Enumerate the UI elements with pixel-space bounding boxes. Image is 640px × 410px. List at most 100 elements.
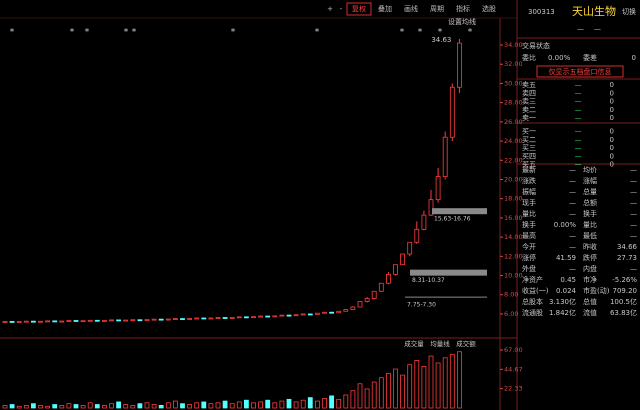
candle-body [364,298,370,302]
toolbar-button[interactable]: 选股 [482,4,496,13]
candle-body [421,214,427,230]
stat-label: 今开 [522,242,536,251]
volume-bar [2,405,8,409]
stat-label: 收益(一) [522,286,549,295]
volume-bar [343,394,349,409]
volume-bar [456,351,462,409]
toolbar-button[interactable]: 指标 [456,4,470,13]
stat-label: 内盘 [583,264,597,273]
range-bar [432,208,487,215]
toolbar-button[interactable]: 画线 [404,4,418,13]
stat-label: 流通股 [522,308,543,317]
stat-value: 0.45 [560,276,576,284]
book-label: 卖二 [522,106,536,114]
volume-bar [258,401,264,409]
book-volume: 0 [610,89,614,97]
volume-bar [421,366,427,409]
book-volume: 0 [610,106,614,114]
y-tick-label: 30.00 [504,79,523,87]
volume-bar [243,399,249,409]
event-marker[interactable]: * [468,28,473,38]
stat-value: 27.73 [617,254,637,262]
switch-button[interactable]: 切换 [622,7,636,16]
book-price: — [575,161,582,169]
stat-label: 市盈(动) [583,286,610,295]
event-marker[interactable]: * [70,28,75,38]
candle-body [300,313,306,316]
candle-body [172,318,178,320]
candle-body [187,318,193,320]
volume-bar [414,359,420,409]
candle-body [38,320,43,323]
stat-value: — [630,221,637,229]
volume-bar [215,402,221,409]
stat-value: — [630,199,637,207]
diff-value: 0 [632,54,636,62]
stat-value: 0.024 [556,287,577,295]
toolbar-button[interactable]: 周期 [430,5,444,13]
volume-bar [279,400,285,409]
stat-value: — [630,265,637,273]
candle-body [456,42,462,88]
toolbar-button[interactable]: + [327,5,333,13]
y-tick-label: 32.00 [504,60,523,68]
toolbar-button[interactable]: 复权 [352,4,366,13]
volume-bar [385,372,391,409]
book-label: 卖四 [522,89,536,97]
book-label: 买四 [522,152,536,160]
volume-bar [151,404,157,409]
stock-name: 天山生物 [572,4,616,18]
candle-body [414,228,420,243]
candle-body [2,321,8,323]
volume-bar [137,403,143,409]
book-price: — [575,114,582,122]
event-marker[interactable]: * [315,28,320,38]
stat-value: 63.83亿 [610,308,637,317]
candle-body [336,310,342,314]
stat-label: 总量 [583,187,597,196]
candle-body [165,318,171,321]
book-label: 卖一 [522,114,536,122]
event-marker[interactable]: * [85,28,90,38]
stat-value: — [569,188,576,196]
event-marker[interactable]: * [124,28,129,38]
volume-bar [442,357,448,409]
book-volume: 0 [610,152,614,160]
candle-body [449,86,455,138]
volume-bar [45,405,50,409]
ma-setting[interactable]: 设置均线 [448,17,476,26]
candle-body [243,316,249,319]
candle-body [180,318,185,320]
y-tick-label: 6.00 [504,310,518,318]
event-marker[interactable]: * [132,28,137,38]
stat-value: — [630,210,637,218]
book-label: 卖五 [522,81,536,89]
stat-label: 量比 [522,209,536,218]
stat-value: -5.26% [612,276,637,284]
event-marker[interactable]: * [10,28,15,38]
volume-bar [449,353,455,409]
volume-bar [144,402,150,409]
y-tick-label: 26.00 [504,118,523,126]
candle-body [322,311,327,314]
volume-bar [87,402,93,409]
volume-bar [123,404,129,409]
candle-body [109,319,114,322]
event-marker[interactable]: * [418,28,423,38]
toolbar-button[interactable]: - [340,5,343,13]
toolbar-button[interactable]: 叠加 [378,4,392,13]
event-marker[interactable]: * [231,28,236,38]
volume-bar [293,401,299,409]
volume-bar [307,397,313,409]
candle-body [194,317,200,320]
event-marker[interactable]: * [438,28,443,38]
book-volume: 0 [610,114,614,122]
event-marker[interactable]: * [400,28,405,38]
volume-bar [187,404,193,409]
volume-bar [393,368,398,409]
volume-bar [208,403,214,409]
volume-bar [336,398,342,409]
volume-bar [222,400,228,409]
volume-bar [94,404,100,409]
volume-bar [435,362,441,409]
